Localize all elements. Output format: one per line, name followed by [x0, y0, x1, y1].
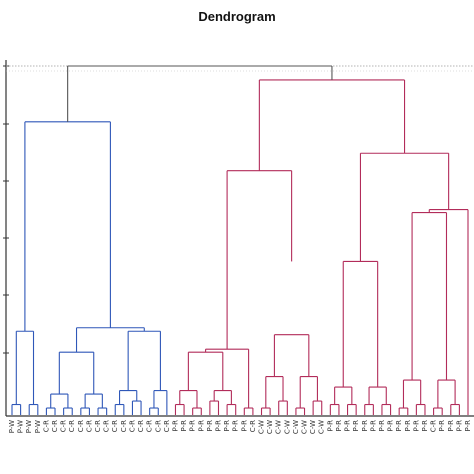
- leaf-label-layer: P-W P-W P-W P-W C-R C-R C-R C-R C-R C-R C-R C-R C-R C…: [8, 420, 472, 434]
- leaf-label: P-R: [455, 420, 463, 432]
- leaf-label: C-W: [283, 420, 291, 434]
- leaf-label: C-R: [120, 420, 128, 432]
- leaf-label: P-R: [344, 420, 352, 432]
- leaf-label: C-R: [137, 420, 145, 432]
- leaf-label: P-W: [17, 420, 25, 433]
- leaf-label: P-R: [180, 420, 188, 432]
- leaf-label: C-R: [249, 420, 257, 432]
- leaf-label: C-R: [94, 420, 102, 432]
- leaf-label: P-W: [25, 420, 33, 433]
- leaf-label: P-R: [387, 420, 395, 432]
- leaf-label: C-R: [51, 420, 59, 432]
- axis-layer: [3, 60, 474, 417]
- leaf-label: P-R: [171, 420, 179, 432]
- leaf-label: C-R: [103, 420, 111, 432]
- leaf-label: P-R: [378, 420, 386, 432]
- leaf-label: C-R: [128, 420, 136, 432]
- leaf-label: C-W: [292, 420, 300, 434]
- leaf-label: P-R: [421, 420, 429, 432]
- leaf-label: C-R: [154, 420, 162, 432]
- leaf-label: C-W: [266, 420, 274, 434]
- leaf-label: P-R: [326, 420, 334, 432]
- leaf-label: C-R: [42, 420, 50, 432]
- leaf-label: C-R: [111, 420, 119, 432]
- leaf-label: C-R: [60, 420, 68, 432]
- leaf-label: P-R: [206, 420, 214, 432]
- leaf-label: P-R: [214, 420, 222, 432]
- leaf-label: P-R: [352, 420, 360, 432]
- dendrogram-tree: [11, 65, 469, 415]
- leaf-label: P-R: [369, 420, 377, 432]
- chart-title: Dendrogram: [198, 9, 276, 24]
- leaf-label: C-R: [85, 420, 93, 432]
- leaf-label: P-R: [464, 420, 472, 432]
- leaf-label: P-R: [189, 420, 197, 432]
- leaf-label: C-R: [163, 420, 171, 432]
- leaf-label: P-R: [232, 420, 240, 432]
- leaf-label: C-W: [275, 420, 283, 434]
- leaf-label: C-R: [77, 420, 85, 432]
- leaf-label: C-W: [318, 420, 326, 434]
- leaf-label: C-R: [430, 420, 438, 432]
- leaf-label: C-W: [258, 420, 266, 434]
- leaf-label: P-W: [34, 420, 42, 433]
- leaf-label: P-R: [412, 420, 420, 432]
- leaf-label: P-R: [240, 420, 248, 432]
- leaf-label: C-R: [146, 420, 154, 432]
- leaf-label: C-R: [68, 420, 76, 432]
- leaf-label: P-R: [361, 420, 369, 432]
- leaf-label: C-W: [309, 420, 317, 434]
- leaf-label: P-R: [395, 420, 403, 432]
- leaf-label: P-R: [447, 420, 455, 432]
- leaf-label: P-R: [197, 420, 205, 432]
- leaf-label: P-R: [223, 420, 231, 432]
- leaf-label: P-R: [335, 420, 343, 432]
- leaf-label: C-W: [301, 420, 309, 434]
- leaf-label: P-R: [438, 420, 446, 432]
- leaf-label: P-W: [8, 420, 16, 433]
- leaf-label: P-R: [404, 420, 412, 432]
